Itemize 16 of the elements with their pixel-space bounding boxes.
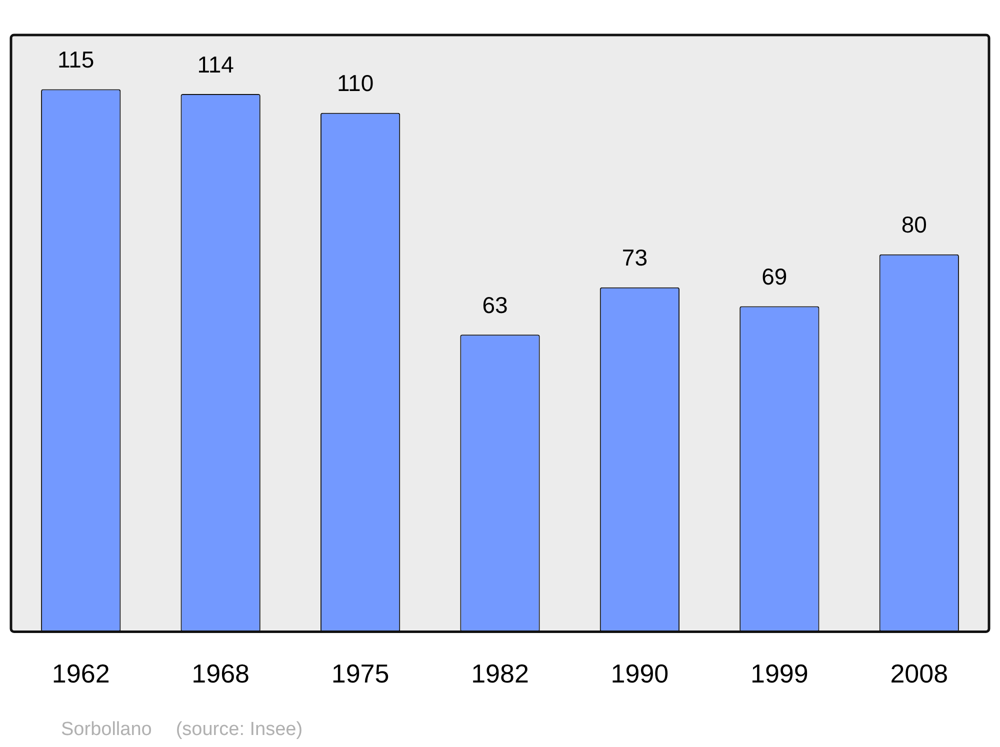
text: (source: Insee) [176,719,303,740]
data-label: 69 [762,264,788,290]
x-tick-label: 1962 [52,658,110,689]
x-tick-label: 1990 [610,658,669,689]
data-label: 80 [901,212,927,238]
x-tick-label: 2008 [890,658,948,689]
data-label: 115 [58,46,94,73]
data-label: 63 [482,292,508,318]
x-tick-label: 1982 [471,658,529,689]
text: Sorbollano [61,719,152,740]
x-tick-label: 1968 [192,658,250,689]
data-label: 114 [197,51,234,78]
x-tick-label: 1999 [750,658,808,689]
data-label: 73 [622,244,648,271]
data-label: 110 [336,70,374,96]
x-tick-label: 1975 [331,658,390,689]
